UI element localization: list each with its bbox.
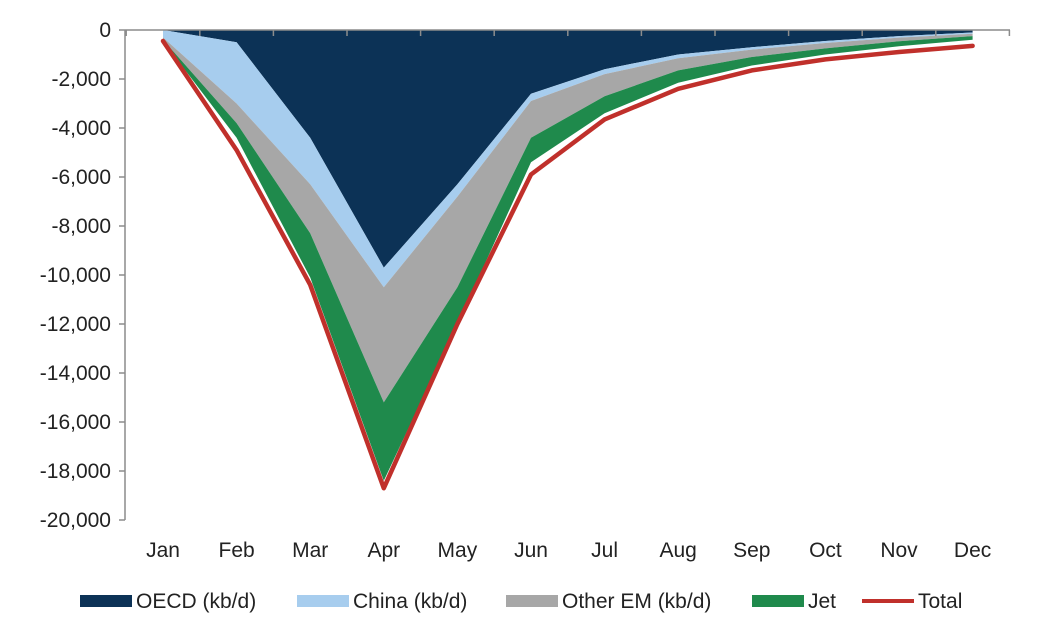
- legend-label: Other EM (kb/d): [562, 590, 711, 613]
- y-tick-label: -12,000: [40, 313, 111, 336]
- y-tick-label: -8,000: [51, 215, 111, 238]
- legend-swatch: [506, 595, 558, 607]
- area-series-3: [163, 36, 973, 481]
- x-tick-label: Jan: [146, 539, 180, 562]
- legend-item-0: OECD (kb/d): [80, 590, 256, 613]
- area-layers: [163, 30, 973, 481]
- y-tick-labels: 0 -2,000 -4,000 -6,000 -8,000 -10,000 -12,000 -…: [40, 19, 111, 532]
- total-line: [160, 38, 975, 491]
- legend-label: China (kb/d): [353, 590, 467, 613]
- x-tick-label: Feb: [219, 539, 255, 562]
- legend-item-3: Jet: [752, 590, 836, 613]
- total-line-layer: [160, 38, 975, 491]
- x-tick-label: Nov: [880, 539, 918, 562]
- x-tick-label: Jun: [514, 539, 548, 562]
- legend-swatch: [80, 595, 132, 607]
- y-tick-label: -2,000: [51, 68, 111, 91]
- legend-swatch: [752, 595, 804, 607]
- legend-swatch: [297, 595, 349, 607]
- area-series-0: [163, 30, 973, 268]
- x-tick-label: May: [438, 539, 478, 562]
- x-tick-label: Mar: [292, 539, 328, 562]
- legend-label: Total: [918, 590, 962, 613]
- x-tick-label: Sep: [733, 539, 770, 562]
- legend-label: OECD (kb/d): [136, 590, 256, 613]
- y-tick-label: -20,000: [40, 509, 111, 532]
- y-tick-label: -4,000: [51, 117, 111, 140]
- y-tick-label: -18,000: [40, 460, 111, 483]
- legend-item-2: Other EM (kb/d): [506, 590, 711, 613]
- area-series-2: [163, 33, 973, 403]
- x-tick-label: Dec: [954, 539, 991, 562]
- x-tick-label: Jul: [591, 539, 618, 562]
- legend: OECD (kb/d) China (kb/d) Other EM (kb/d) Je…: [80, 590, 962, 613]
- x-tick-label: Aug: [660, 539, 697, 562]
- y-tick-label: -10,000: [40, 264, 111, 287]
- x-tick-labels: Jan Feb Mar Apr May Jun Jul Aug Sep Oct Nov Dec: [146, 539, 991, 562]
- legend-item-4: Total: [862, 590, 962, 613]
- x-tick-label: Oct: [809, 539, 842, 562]
- y-tick-label: 0: [99, 19, 111, 42]
- y-tick-label: -6,000: [51, 166, 111, 189]
- legend-swatch-line: [862, 599, 914, 603]
- legend-item-1: China (kb/d): [297, 590, 467, 613]
- axes: [119, 29, 1011, 521]
- area-series-1: [163, 30, 973, 288]
- y-tick-label: -14,000: [40, 362, 111, 385]
- y-tick-label: -16,000: [40, 411, 111, 434]
- legend-label: Jet: [808, 590, 836, 613]
- x-tick-label: Apr: [367, 539, 400, 562]
